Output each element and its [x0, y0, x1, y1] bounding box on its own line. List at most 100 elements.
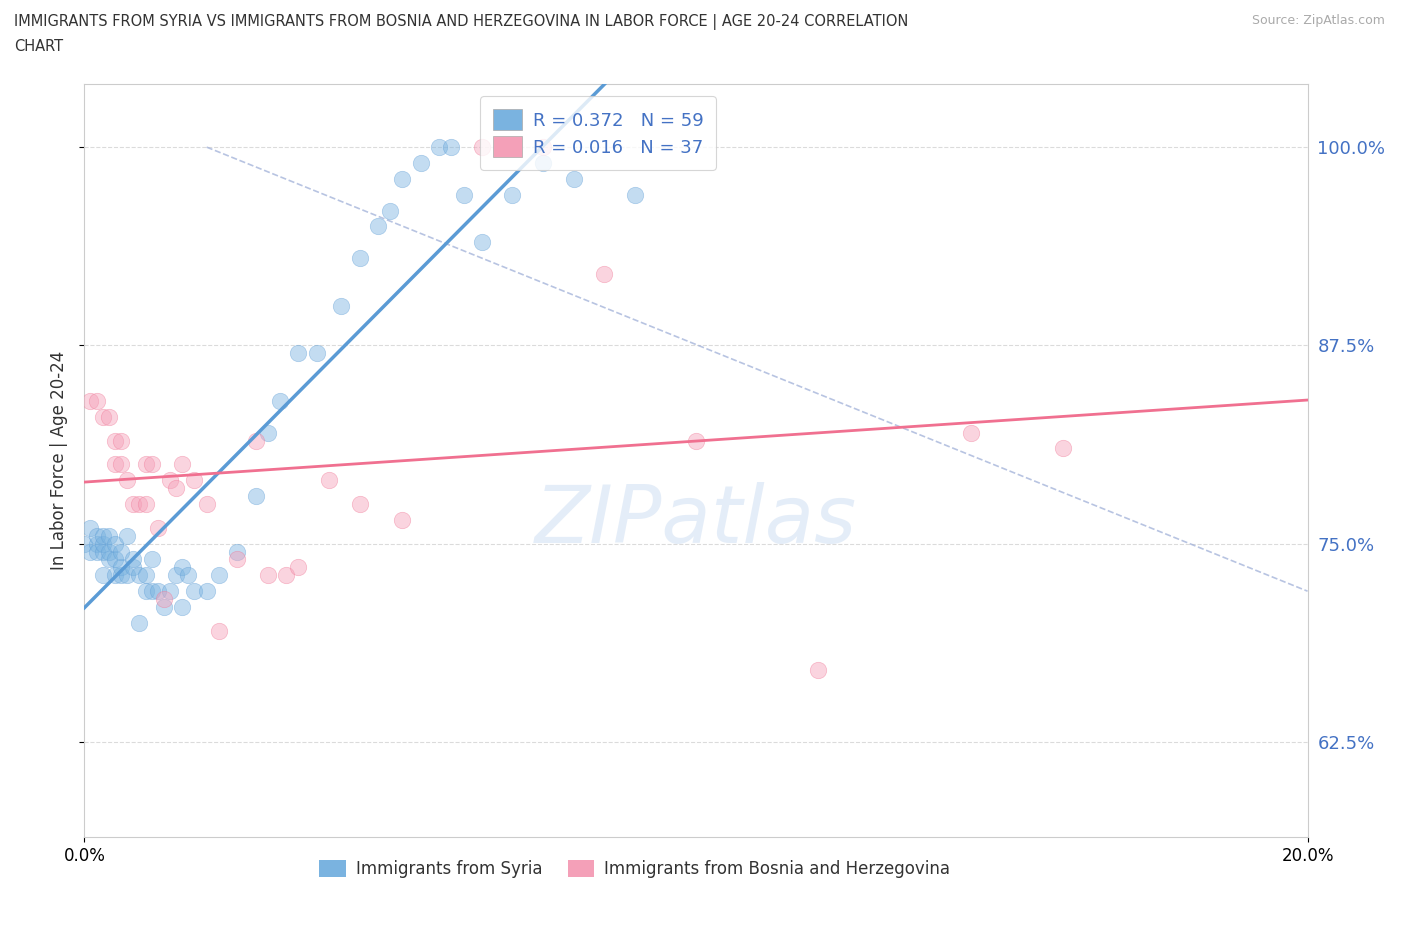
Point [91, 409, 114, 424]
Point [960, 425, 983, 440]
Text: IMMIGRANTS FROM SYRIA VS IMMIGRANTS FROM BOSNIA AND HERZEGOVINA IN LABOR FORCE |: IMMIGRANTS FROM SYRIA VS IMMIGRANTS FROM… [14, 14, 908, 30]
Point [226, 544, 249, 559]
Point [122, 552, 145, 567]
Point [135, 584, 157, 599]
Point [624, 187, 647, 202]
Point [128, 568, 150, 583]
Point [141, 457, 163, 472]
Point [79, 393, 101, 408]
Point [104, 457, 127, 472]
Point [172, 560, 194, 575]
Point [122, 560, 145, 575]
Point [380, 203, 402, 218]
Point [208, 568, 231, 583]
Point [349, 251, 371, 266]
Point [115, 528, 138, 543]
Point [391, 512, 413, 527]
Point [110, 544, 132, 559]
Point [409, 155, 432, 170]
Point [110, 568, 132, 583]
Point [153, 591, 176, 606]
Point [165, 481, 187, 496]
Point [440, 140, 463, 154]
Point [86, 393, 108, 408]
Point [531, 155, 554, 170]
Point [287, 346, 309, 361]
Point [195, 584, 218, 599]
Point [305, 346, 328, 361]
Point [276, 568, 298, 583]
Point [269, 393, 291, 408]
Point [135, 457, 157, 472]
Point [183, 472, 205, 487]
Point [153, 600, 176, 615]
Point [177, 568, 200, 583]
Point [183, 584, 205, 599]
Text: Source: ZipAtlas.com: Source: ZipAtlas.com [1251, 14, 1385, 27]
Point [245, 488, 267, 503]
Point [471, 140, 494, 154]
Point [115, 568, 138, 583]
Point [146, 584, 169, 599]
Point [146, 520, 169, 535]
Point [807, 663, 830, 678]
Point [73, 537, 96, 551]
Point [79, 520, 101, 535]
Point [318, 472, 340, 487]
Legend: Immigrants from Syria, Immigrants from Bosnia and Herzegovina: Immigrants from Syria, Immigrants from B… [312, 854, 957, 885]
Point [367, 219, 389, 233]
Point [502, 187, 524, 202]
Point [141, 552, 163, 567]
Point [159, 584, 181, 599]
Point [159, 472, 181, 487]
Point [104, 537, 127, 551]
Point [685, 433, 707, 448]
Point [128, 497, 150, 512]
Point [97, 552, 120, 567]
Point [97, 528, 120, 543]
Point [349, 497, 371, 512]
Point [172, 457, 194, 472]
Point [531, 140, 554, 154]
Point [135, 497, 157, 512]
Point [453, 187, 475, 202]
Point [104, 568, 127, 583]
Point [86, 537, 108, 551]
Y-axis label: In Labor Force | Age 20-24: In Labor Force | Age 20-24 [51, 351, 69, 570]
Point [110, 560, 132, 575]
Point [91, 568, 114, 583]
Point [122, 497, 145, 512]
Point [257, 425, 280, 440]
Point [110, 433, 132, 448]
Point [86, 528, 108, 543]
Text: ZIPatlas: ZIPatlas [534, 482, 858, 560]
Point [91, 544, 114, 559]
Point [165, 568, 187, 583]
Point [91, 537, 114, 551]
Point [593, 267, 616, 282]
Point [86, 544, 108, 559]
Point [208, 623, 231, 638]
Point [471, 235, 494, 250]
Point [195, 497, 218, 512]
Point [330, 299, 353, 313]
Point [79, 544, 101, 559]
Point [427, 140, 450, 154]
Point [562, 171, 585, 186]
Point [257, 568, 280, 583]
Point [97, 544, 120, 559]
Point [104, 433, 127, 448]
Point [97, 409, 120, 424]
Point [245, 433, 267, 448]
Point [226, 552, 249, 567]
Point [391, 171, 413, 186]
Text: CHART: CHART [14, 39, 63, 54]
Point [110, 457, 132, 472]
Point [135, 568, 157, 583]
Point [141, 584, 163, 599]
Point [115, 472, 138, 487]
Point [172, 600, 194, 615]
Point [91, 528, 114, 543]
Point [1052, 441, 1074, 456]
Point [104, 552, 127, 567]
